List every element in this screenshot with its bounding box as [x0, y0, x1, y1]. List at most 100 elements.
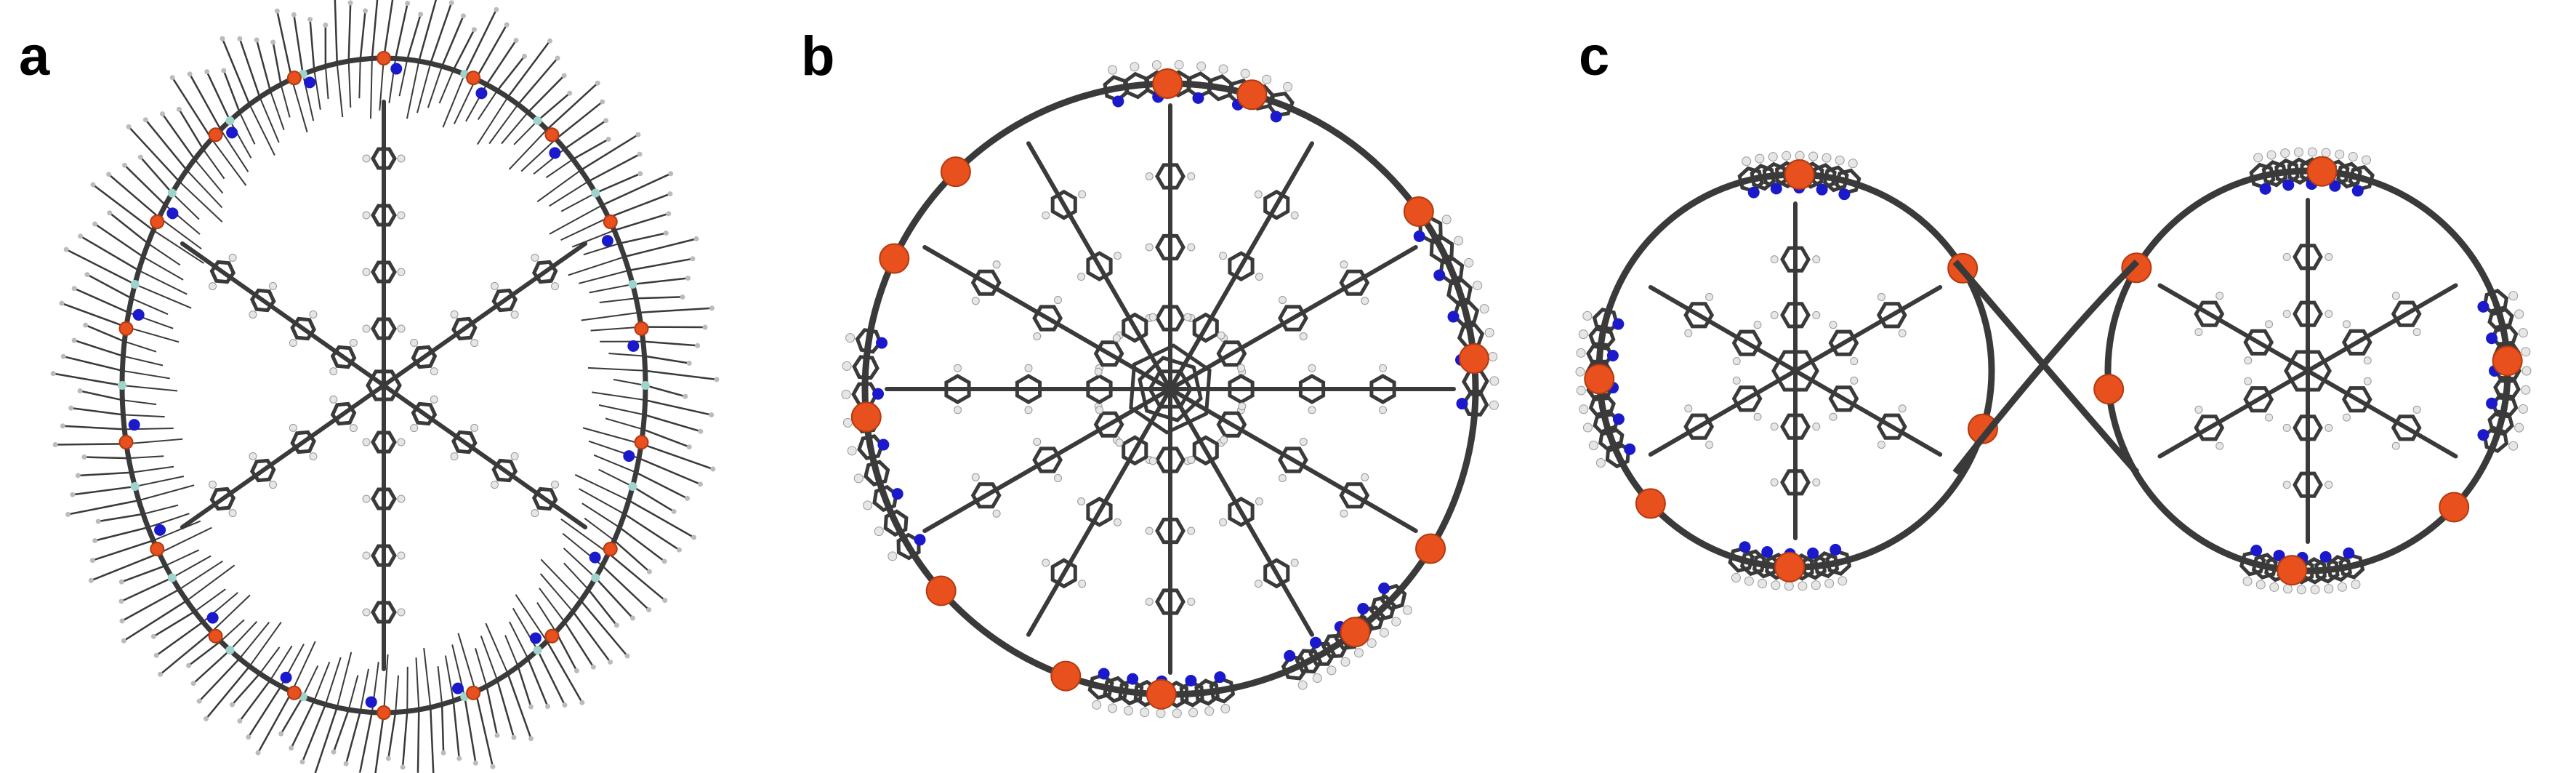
hydrogen-atom — [1898, 329, 1907, 337]
alkyl-chain — [301, 704, 327, 763]
alkyl-chain — [512, 607, 539, 651]
porphyrin-top-ring — [1822, 165, 1849, 193]
hydrogen-atom — [547, 38, 553, 44]
hydrogen-atom — [544, 704, 550, 710]
hub-arm-ring — [451, 316, 478, 341]
hydrogen-atom — [510, 311, 519, 319]
hydrogen-atom — [845, 333, 856, 343]
nitrogen-atom — [1185, 674, 1197, 686]
hydrogen-atom — [81, 454, 87, 460]
alkyl-chain — [63, 355, 123, 372]
alkyl-chain — [238, 38, 261, 98]
alkyl-chain — [628, 257, 693, 272]
panel-c-molecule — [1575, 147, 2532, 595]
alkyl-chain — [398, 59, 408, 97]
metal-atom — [2306, 156, 2338, 187]
metal-atom — [2277, 555, 2308, 586]
alkyl-chain — [280, 696, 304, 734]
panel-b: b — [785, 0, 1570, 773]
hydrogen-atom — [1379, 364, 1387, 372]
panel-b-structure — [841, 60, 1500, 718]
hydrogen-atom — [2514, 309, 2524, 319]
alkyl-chain — [259, 646, 281, 674]
alkyl-chain — [584, 517, 615, 542]
hydrogen-atom — [2307, 147, 2317, 157]
alkyl-chain — [68, 499, 140, 516]
nitrogen-atom — [1270, 111, 1282, 123]
hydrogen-atom — [343, 761, 349, 766]
hydrogen-atom — [1755, 153, 1765, 164]
hydrogen-atom — [1290, 211, 1299, 220]
hydrogen-atom — [1753, 321, 1762, 329]
alkyl-chain — [290, 700, 315, 749]
hydrogen-atom — [269, 481, 278, 489]
alkyl-chain — [475, 648, 488, 687]
hub-arm-bond — [382, 241, 588, 388]
hub-arm-ring — [371, 544, 397, 567]
hydrogen-atom — [397, 211, 406, 220]
alkyl-chain — [442, 73, 466, 128]
hydrogen-atom — [1795, 151, 1805, 161]
alkyl-chain — [345, 710, 361, 764]
hydrogen-atom — [1578, 329, 1588, 340]
alkyl-chain — [549, 180, 589, 207]
hydrogen-atom — [270, 39, 276, 45]
alkyl-chain — [527, 75, 565, 113]
alkyl-chain — [640, 443, 714, 470]
hydrogen-atom — [608, 659, 613, 665]
hydrogen-atom — [573, 668, 579, 673]
hydrogen-atom — [142, 117, 148, 123]
hub-arm-ring — [209, 260, 236, 284]
alkyl-chain — [645, 384, 686, 398]
hydrogen-atom — [106, 172, 112, 177]
hydrogen-atom — [2508, 291, 2519, 301]
hydrogen-atom — [2362, 155, 2372, 165]
alkyl-chain — [205, 665, 251, 720]
hub-arm-bond — [382, 383, 588, 529]
alkyl-chain — [507, 673, 532, 740]
hydrogen-atom — [1095, 406, 1103, 414]
alkyl-chain — [430, 707, 435, 773]
hydrogen-atom — [1172, 708, 1182, 718]
hydrogen-atom — [1850, 357, 1859, 366]
nitrogen-atom — [891, 488, 903, 500]
hydrogen-atom — [2514, 422, 2524, 433]
metal-atom — [466, 685, 481, 700]
template-arm-ring — [2293, 414, 2323, 441]
hydrogen-atom — [637, 171, 643, 177]
nitrogen-atom — [304, 76, 316, 89]
alkyl-chain — [123, 600, 188, 642]
hydrogen-atom — [1379, 406, 1387, 414]
hydrogen-atom — [551, 282, 560, 291]
template-arm-ring — [2341, 329, 2372, 356]
alkyl-chain — [613, 378, 646, 386]
metal-atom — [2439, 492, 2470, 523]
alkyl-chain — [211, 138, 247, 186]
hydrogen-atom — [1254, 190, 1263, 199]
alkyl-chain — [601, 172, 672, 207]
nitrogen-atom — [1606, 350, 1619, 362]
alkyl-chain — [121, 577, 173, 602]
template-arm-ring — [1828, 329, 1859, 356]
hydrogen-atom — [874, 526, 884, 537]
alkyl-chain — [188, 640, 222, 667]
alkyl-chain — [153, 610, 196, 638]
hub-arm-ring — [371, 430, 397, 454]
nitrogen-atom — [1413, 230, 1425, 242]
hydrogen-atom — [1148, 457, 1157, 465]
alkyl-chain — [645, 369, 717, 381]
silicon-atom — [225, 116, 235, 125]
hydrogen-atom — [710, 466, 716, 472]
hydrogen-atom — [2325, 310, 2333, 319]
alkyl-chain — [186, 564, 236, 601]
metal-atom — [544, 628, 560, 644]
nitrogen-atom — [1127, 673, 1139, 685]
template-arm-ring — [1192, 435, 1219, 466]
hydrogen-atom — [2325, 481, 2333, 489]
hydrogen-atom — [2521, 347, 2531, 357]
hydrogen-atom — [1033, 438, 1042, 446]
template-arm-ring — [1298, 374, 1326, 404]
alkyl-chain — [65, 248, 136, 286]
alkyl-chain — [632, 485, 675, 513]
template-arm-ring — [1155, 517, 1186, 545]
